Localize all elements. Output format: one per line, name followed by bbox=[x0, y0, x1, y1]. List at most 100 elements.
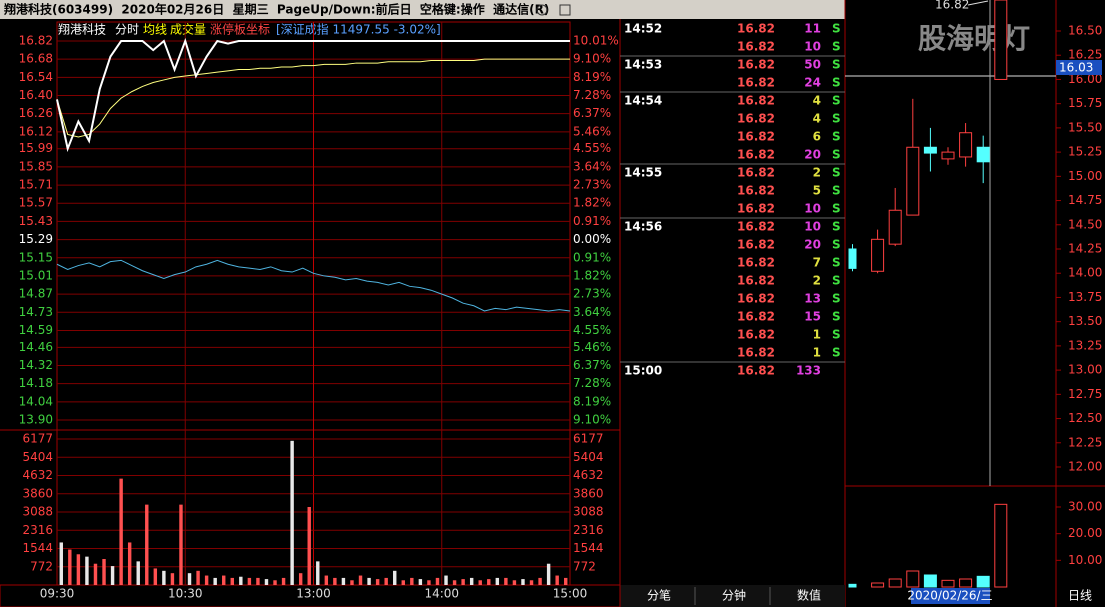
tick-side: S bbox=[832, 76, 841, 90]
vol-tick-label: 1544 bbox=[22, 541, 53, 555]
volume-bar bbox=[994, 503, 1008, 588]
tick-price: 16.82 bbox=[737, 130, 775, 144]
volume-bar bbox=[452, 580, 457, 585]
tab[interactable]: 分笔 bbox=[647, 588, 671, 603]
volume-bar bbox=[504, 577, 508, 585]
volume-bar bbox=[290, 440, 294, 585]
volume-bar bbox=[204, 575, 209, 585]
tick-side: S bbox=[832, 130, 841, 144]
volume-bar bbox=[393, 570, 397, 585]
tab[interactable]: 数值 bbox=[797, 588, 821, 603]
pct-tick-label: 3.64% bbox=[573, 159, 611, 173]
tick-price: 16.82 bbox=[737, 292, 775, 306]
tick-side: S bbox=[832, 58, 841, 72]
tick-volume: 13 bbox=[804, 292, 821, 306]
volume-bar bbox=[247, 577, 252, 585]
volume-bar bbox=[264, 579, 269, 585]
x-tick-label: 14:00 bbox=[424, 587, 459, 601]
date-box bbox=[911, 588, 990, 604]
x-tick-label: 10:30 bbox=[168, 587, 203, 601]
tick-volume: 1 bbox=[813, 346, 821, 360]
y-tick-label: 16.50 bbox=[1068, 24, 1102, 38]
y-tick-label: 14.50 bbox=[1068, 217, 1102, 231]
candle-body bbox=[994, 0, 1008, 80]
y-tick-label: 15.25 bbox=[1068, 145, 1102, 159]
legend-item[interactable]: 均线 bbox=[143, 23, 167, 37]
volume-bar bbox=[959, 578, 973, 588]
tab-bar bbox=[620, 585, 845, 607]
volume-bar bbox=[68, 549, 72, 585]
y-tick-label: 15.57 bbox=[19, 196, 53, 210]
y-tick-label: 15.00 bbox=[1068, 169, 1102, 183]
y-tick-label: 16.25 bbox=[1068, 48, 1102, 62]
y-tick-label: 12.25 bbox=[1068, 435, 1102, 449]
volume-bar bbox=[469, 577, 474, 585]
tick-side: S bbox=[832, 328, 841, 342]
tick-side: S bbox=[832, 112, 841, 126]
tick-price: 16.82 bbox=[737, 256, 775, 270]
legend-item[interactable]: 涨停板坐标 bbox=[210, 22, 270, 37]
y-tick-label: 13.50 bbox=[1068, 314, 1102, 328]
tick-volume: 10 bbox=[804, 220, 821, 234]
volume-bar bbox=[222, 575, 226, 585]
volume-bar bbox=[461, 579, 465, 585]
volume-bar bbox=[170, 573, 175, 585]
pct-tick-label: 7.28% bbox=[573, 88, 611, 102]
volume-bar bbox=[239, 576, 243, 585]
volume-bar bbox=[59, 542, 63, 585]
candle-body bbox=[871, 238, 885, 272]
tick-time: 14:56 bbox=[624, 220, 662, 234]
tick-volume: 20 bbox=[804, 148, 821, 162]
x-tick-label: 13:00 bbox=[296, 587, 331, 601]
volume-bar bbox=[401, 580, 405, 585]
tick-price: 16.82 bbox=[737, 220, 775, 234]
y-tick-label: 15.71 bbox=[19, 178, 53, 192]
icon[interactable] bbox=[559, 4, 571, 16]
vol-tick-label: 3088 bbox=[573, 505, 604, 519]
tick-side: S bbox=[832, 22, 841, 36]
candle-body bbox=[923, 146, 937, 154]
tab[interactable]: 分钟 bbox=[722, 588, 746, 603]
pct-tick-label: 2.73% bbox=[573, 287, 611, 301]
volume-bar bbox=[136, 561, 140, 585]
tick-price: 16.82 bbox=[737, 166, 775, 180]
tick-time: 14:55 bbox=[624, 166, 662, 180]
y-tick-label: 16.82 bbox=[19, 34, 53, 48]
tick-volume: 2 bbox=[813, 274, 821, 288]
pct-tick-label: 8.19% bbox=[573, 70, 611, 84]
tick-price: 16.82 bbox=[737, 328, 775, 342]
volume-bar bbox=[102, 559, 106, 585]
volume-bar bbox=[358, 575, 363, 585]
volume-bar bbox=[923, 574, 937, 588]
candle-body bbox=[848, 248, 857, 269]
pct-tick-label: 5.46% bbox=[573, 124, 611, 138]
y-tick-label: 13.75 bbox=[1068, 290, 1102, 304]
volume-bar bbox=[341, 577, 346, 585]
pct-tick-label: 6.37% bbox=[573, 106, 611, 120]
vol-tick-label: 3860 bbox=[22, 486, 53, 500]
tick-price: 16.82 bbox=[737, 148, 775, 162]
period-label[interactable]: 日线 bbox=[1068, 589, 1092, 603]
vol-tick-label: 1544 bbox=[573, 541, 604, 555]
y-tick-label: 16.12 bbox=[19, 124, 53, 138]
tick-price: 16.82 bbox=[737, 238, 775, 252]
y-tick-label: 16.54 bbox=[19, 70, 53, 84]
vol-tick-label: 772 bbox=[30, 559, 53, 573]
pct-tick-label: 4.55% bbox=[573, 323, 611, 337]
volume-bar bbox=[487, 579, 491, 585]
legend-item[interactable]: 分时 bbox=[115, 23, 139, 37]
content: 翔港科技 分时 均线 成交量 涨停板坐标 [深证成指 11497.55 -3.02%]16… bbox=[19, 0, 1102, 605]
tick-volume: 10 bbox=[804, 40, 821, 54]
volume-bar bbox=[110, 566, 115, 585]
icon[interactable] bbox=[536, 4, 548, 16]
tick-side: S bbox=[832, 202, 841, 216]
volume-bar bbox=[564, 577, 568, 585]
pct-tick-label: 5.46% bbox=[573, 340, 611, 354]
pct-tick-label: 2.73% bbox=[573, 178, 611, 192]
volume-bar bbox=[546, 563, 551, 585]
volume-bar bbox=[333, 577, 337, 585]
legend-item[interactable]: 成交量 bbox=[170, 22, 206, 37]
pct-tick-label: 0.91% bbox=[573, 250, 611, 264]
tick-price: 16.82 bbox=[737, 184, 775, 198]
